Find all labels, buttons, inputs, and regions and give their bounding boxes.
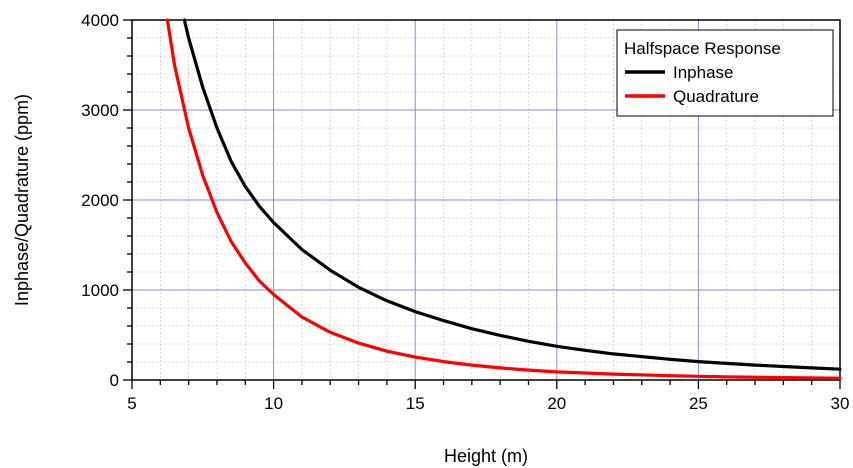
x-tick-label: 20 xyxy=(547,394,566,413)
x-tick-label: 30 xyxy=(831,394,850,413)
legend: Halfspace Response Inphase Quadrature xyxy=(616,29,834,117)
tick-labels: 5 10 15 20 25 30 0 1000 2000 3000 4000 xyxy=(81,11,849,413)
legend-label-inphase: Inphase xyxy=(673,63,734,82)
legend-title: Halfspace Response xyxy=(624,39,781,58)
series-layer xyxy=(165,18,842,380)
x-tick-label: 25 xyxy=(689,394,708,413)
series-line-inphase xyxy=(182,18,842,371)
y-axis-label: Inphase/Quadrature (ppm) xyxy=(12,94,32,306)
y-tick-label: 0 xyxy=(110,371,119,390)
y-tick-label: 2000 xyxy=(81,191,119,210)
series-line-quadrature xyxy=(165,18,842,380)
legend-label-quadrature: Quadrature xyxy=(673,87,759,106)
x-tick-label: 15 xyxy=(406,394,425,413)
y-tick-label: 4000 xyxy=(81,11,119,30)
y-tick-label: 3000 xyxy=(81,101,119,120)
x-axis-label: Height (m) xyxy=(444,446,528,466)
x-tick-label: 5 xyxy=(127,394,136,413)
x-tick-label: 10 xyxy=(264,394,283,413)
y-tick-label: 1000 xyxy=(81,281,119,300)
axis-ticks xyxy=(123,19,841,389)
legend-entries: Inphase Quadrature xyxy=(625,63,759,106)
